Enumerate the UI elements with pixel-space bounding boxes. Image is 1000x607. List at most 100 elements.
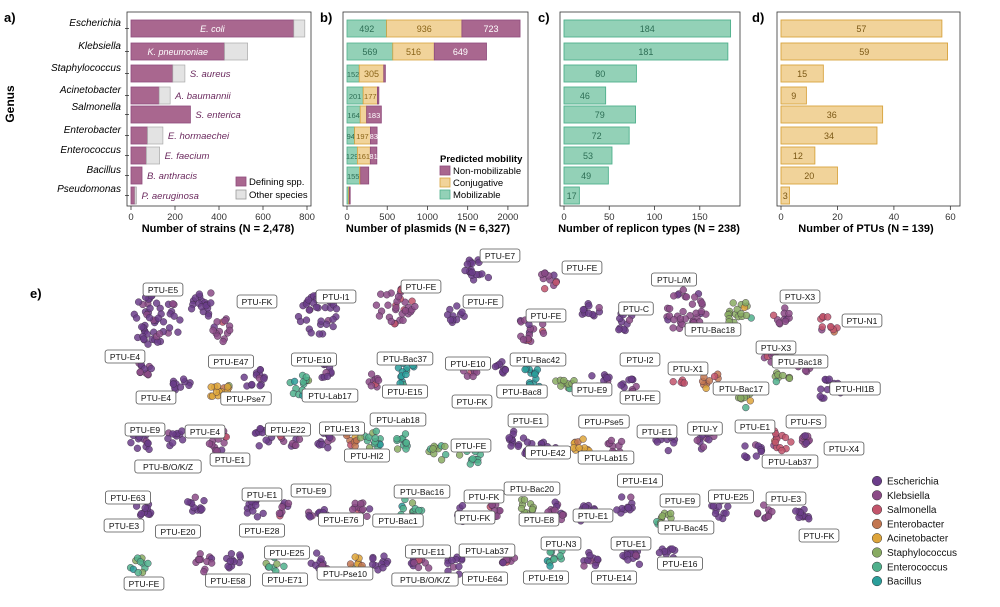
network-node: [332, 305, 341, 313]
ptu-label-10: PTU-Bac18: [684, 322, 742, 337]
network-node: [307, 329, 315, 337]
network-node: [517, 504, 526, 513]
network-node: [349, 505, 357, 514]
network-node: [253, 513, 262, 521]
chart-replicon-frame: [559, 11, 741, 207]
network-node: [372, 301, 381, 309]
ptu-label-43: PTU-FS: [785, 414, 827, 429]
network-cluster-13: [769, 304, 793, 328]
ptu-label-text: PTU-E76: [324, 515, 359, 525]
ptu-label-box: [142, 282, 184, 297]
plasmids-bar-chart: 492 936 723 569 516 649 152 305 201 177 164 183 94 19…: [342, 11, 529, 235]
ptu-label-box: [651, 272, 697, 287]
ptu-label-text: PTU-FK: [457, 397, 488, 407]
ptu-label-text: PTU-E1: [642, 427, 673, 437]
network-cluster-10: [615, 310, 636, 335]
legend-genus-label-4: Acinetobacter: [887, 534, 949, 545]
network-node: [469, 372, 477, 381]
strains-bar-other-2: [172, 64, 186, 83]
ptu-label-text: PTU-E1: [247, 490, 278, 500]
ptu-label-box: [577, 450, 635, 465]
ptu-label-box: [462, 294, 504, 309]
ptu-label-text: PTU-Bac20: [510, 484, 554, 494]
ptu-label-box: [454, 510, 496, 525]
legend-genus-label-2: Salmonella: [887, 505, 937, 516]
replicon-value-label-8: 17: [567, 191, 577, 201]
network-node: [144, 559, 152, 568]
ptu-label-text: PTU-X4: [829, 444, 860, 454]
replicon-value-label-4: 79: [595, 110, 605, 120]
ptu-label-text: PTU-E16: [663, 559, 698, 569]
ptu-label-19: PTU-Bac42: [509, 352, 567, 367]
strains-species-label-1: K. pneumoniae: [147, 47, 208, 57]
ptu-label-75: PTU-N3: [540, 536, 582, 551]
replicon-bar-0: [563, 19, 732, 38]
ptu-bar-6: [780, 146, 816, 165]
ptu-value-label-2: 15: [797, 69, 807, 79]
network-node: [635, 560, 644, 568]
network-node: [236, 551, 244, 559]
ptu-label-text: PTU-E7: [485, 251, 516, 261]
ptu-bar-8: [780, 186, 790, 205]
ptu-label-57: PTU-FK: [463, 489, 505, 504]
replicon-bar-chart: 184 181 80 46 79 72 53 49 17 0 50 100 150 Number of…: [558, 11, 741, 235]
network-node: [227, 550, 236, 558]
network-node: [550, 555, 558, 563]
ptu-label-text: PTU-FK: [460, 513, 491, 523]
network-cluster-0: [130, 292, 184, 348]
strains-species-label-0: E. coli: [200, 24, 226, 34]
ptu-label-box: [450, 438, 492, 453]
ptu-label-box: [344, 448, 390, 463]
network-node: [368, 370, 376, 378]
network-node: [256, 366, 264, 374]
strains-bar-other-6: [146, 146, 160, 165]
ptu-label-42: PTU-E1: [734, 419, 776, 434]
network-node: [669, 324, 677, 332]
ptu-label-text: PTU-E47: [214, 357, 249, 367]
ptu-label-text: PTU-Bac1: [378, 516, 417, 526]
network-node: [541, 285, 549, 293]
network-node: [200, 497, 208, 505]
network-node: [593, 555, 602, 563]
ptu-bar-7: [780, 166, 838, 185]
network-node: [546, 562, 554, 570]
ptu-label-30: PTU-HI1B: [829, 381, 881, 396]
ptu-label-64: PTU-E28: [239, 523, 285, 538]
ptu-label-text: PTU-E3: [771, 494, 802, 504]
ptu-label-box: [451, 394, 493, 409]
network-node: [256, 382, 264, 390]
network-node: [169, 430, 177, 438]
network-node: [474, 458, 482, 467]
network-node: [579, 306, 587, 314]
network-node: [379, 564, 387, 572]
network-node: [541, 269, 549, 277]
network-node: [372, 427, 380, 435]
network-node: [154, 314, 162, 322]
network-cluster-55: [798, 432, 813, 448]
ptu-bar-5: [780, 126, 878, 145]
ptu-label-61: PTU-E3: [765, 491, 807, 506]
network-node: [367, 382, 375, 390]
plasmid-value-label-1-2: 649: [453, 47, 468, 57]
plasmid-bar-non-mobilizable-2: [383, 64, 386, 83]
legend-swatch-other: [235, 189, 247, 200]
network-node: [392, 304, 400, 312]
ptu-label-box: [208, 354, 254, 369]
network-cluster-45: [425, 442, 450, 464]
ptu-label-box: [765, 491, 807, 506]
ptu-label-8: PTU-L/M: [651, 272, 697, 287]
network-node: [226, 326, 234, 334]
ptu-label-text: PTU-X3: [785, 292, 816, 302]
plasmid-bar-conjugative-4: [359, 105, 368, 124]
ptu-label-12: PTU-N1: [841, 313, 883, 328]
network-node: [346, 560, 355, 568]
chart-ptu-frame: [776, 11, 961, 207]
network-node: [213, 382, 222, 390]
network-node: [425, 564, 433, 572]
ptu-label-23: PTU-E4: [135, 390, 177, 405]
network-node: [699, 443, 708, 451]
chart-a-genus-label-0: Escherichia: [69, 18, 121, 29]
ptu-label-box: [291, 352, 337, 367]
ptu-label-51: PTU-Lab37: [761, 454, 819, 469]
ptu-label-text: PTU-E71: [268, 575, 303, 585]
